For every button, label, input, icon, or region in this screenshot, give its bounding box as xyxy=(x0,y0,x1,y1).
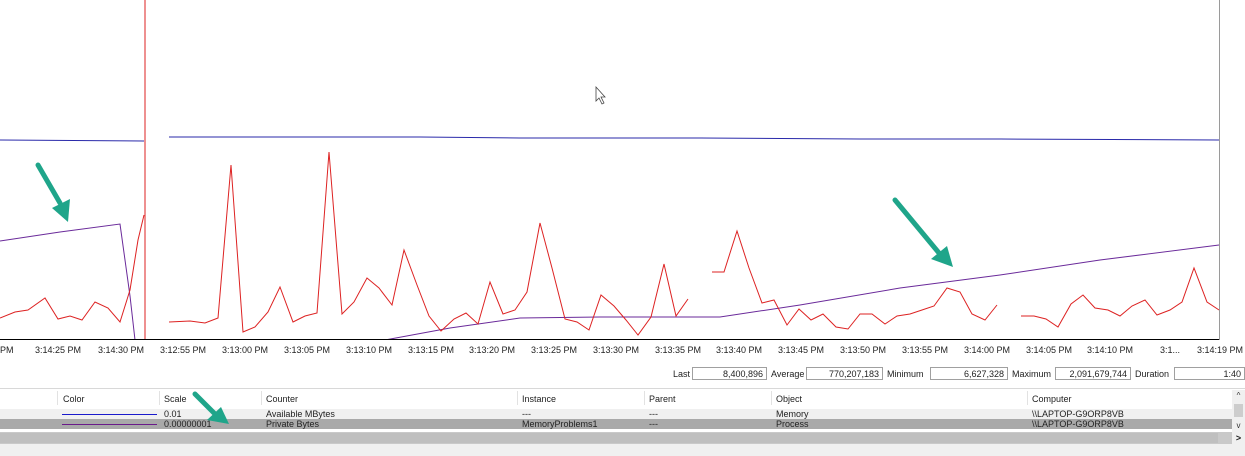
time-tick: 3:14:05 PM xyxy=(1026,345,1073,355)
horizontal-scrollbar[interactable]: > xyxy=(0,432,1245,444)
color-swatch xyxy=(62,424,157,425)
column-separator xyxy=(1027,391,1028,405)
series-line-private-bytes xyxy=(384,244,1220,340)
column-separator xyxy=(644,391,645,405)
average-label: Average xyxy=(771,369,805,379)
scale-cell: 0.00000001 xyxy=(164,419,212,429)
column-separator xyxy=(517,391,518,405)
time-tick: 3:13:15 PM xyxy=(408,345,455,355)
parent-cell: --- xyxy=(649,409,658,419)
value-bar: Last 8,400,896 Average 770,207,183 Minim… xyxy=(0,367,1245,384)
mouse-pointer-icon xyxy=(595,85,606,105)
series-line-red-end xyxy=(1021,266,1220,328)
maximum-label: Maximum xyxy=(1012,369,1052,379)
column-separator xyxy=(57,391,58,405)
series-line-available-mbytes xyxy=(169,136,1220,141)
status-strip xyxy=(0,444,1245,456)
teal-callout-arrow-icon xyxy=(192,391,229,424)
time-tick: 3:14:00 PM xyxy=(964,345,1011,355)
average-value: 770,207,183 xyxy=(806,367,883,380)
scroll-down-arrow-icon[interactable]: v xyxy=(1236,421,1241,430)
column-separator xyxy=(261,391,262,405)
instance-cell: MemoryProblems1 xyxy=(522,419,598,429)
time-tick: 3:13:50 PM xyxy=(840,345,887,355)
time-tick: 3:14:25 PM xyxy=(35,345,82,355)
minimum-label: Minimum xyxy=(887,369,924,379)
last-value: 8,400,896 xyxy=(692,367,767,380)
time-tick: 3:13:20 PM xyxy=(469,345,516,355)
column-header-scale[interactable]: Scale xyxy=(164,394,187,404)
computer-cell: \\LAPTOP-G9ORP8VB xyxy=(1032,419,1124,429)
time-tick: 3:13:05 PM xyxy=(284,345,331,355)
graph-baseline xyxy=(0,339,1219,340)
time-axis: PM 3:14:25 PM 3:14:30 PM 3:12:55 PM 3:13… xyxy=(0,341,1245,363)
time-tick: 3:1... xyxy=(1160,345,1181,355)
series-line-red-left xyxy=(0,214,145,324)
series-line-red-gap-right xyxy=(712,229,998,330)
graph-canvas xyxy=(0,0,1220,340)
color-swatch xyxy=(62,414,157,415)
performance-graph[interactable] xyxy=(0,0,1245,340)
column-header-instance[interactable]: Instance xyxy=(522,394,557,404)
column-separator xyxy=(159,391,160,405)
counter-table[interactable]: Color Scale Counter Instance Parent Obje… xyxy=(0,390,1232,432)
table-row[interactable]: 0.01 Available MBytes --- --- Memory \\L… xyxy=(0,409,1232,419)
column-header-computer[interactable]: Computer xyxy=(1032,394,1072,404)
scroll-right-arrow-icon[interactable]: > xyxy=(1232,432,1245,444)
minimum-value: 6,627,328 xyxy=(930,367,1008,380)
counter-cell: Private Bytes xyxy=(266,419,320,429)
time-tick: 3:12:55 PM xyxy=(160,345,207,355)
scroll-up-arrow-icon[interactable]: ^ xyxy=(1236,391,1241,400)
counter-cell: Available MBytes xyxy=(266,409,335,419)
column-header-parent[interactable]: Parent xyxy=(649,394,676,404)
scale-cell: 0.01 xyxy=(164,409,182,419)
series-line-private-bytes xyxy=(0,223,136,340)
duration-value: 1:40 xyxy=(1174,367,1245,380)
vertical-scrollbar[interactable]: ^ v xyxy=(1232,390,1245,432)
graph-right-border xyxy=(1219,0,1220,340)
time-tick: 3:14:10 PM xyxy=(1087,345,1134,355)
time-tick: 3:13:35 PM xyxy=(655,345,702,355)
series-line-red-main xyxy=(168,151,689,336)
scroll-thumb[interactable] xyxy=(0,433,1218,443)
teal-callout-arrow-icon xyxy=(35,162,70,222)
object-cell: Memory xyxy=(776,409,809,419)
column-header-counter[interactable]: Counter xyxy=(266,394,299,404)
time-tick: PM xyxy=(0,345,14,355)
series-line-available-mbytes xyxy=(0,139,145,142)
last-label: Last xyxy=(673,369,691,379)
teal-callout-arrow-icon xyxy=(892,197,953,267)
time-tick: 3:13:55 PM xyxy=(902,345,949,355)
object-cell: Process xyxy=(776,419,809,429)
maximum-value: 2,091,679,744 xyxy=(1055,367,1131,380)
time-tick: 3:14:30 PM xyxy=(98,345,145,355)
column-separator xyxy=(771,391,772,405)
time-tick: 3:13:30 PM xyxy=(593,345,640,355)
computer-cell: \\LAPTOP-G9ORP8VB xyxy=(1032,409,1124,419)
table-row-selected[interactable]: 0.00000001 Private Bytes MemoryProblems1… xyxy=(0,419,1232,429)
time-tick: 3:13:45 PM xyxy=(778,345,825,355)
divider xyxy=(0,388,1245,389)
parent-cell: --- xyxy=(649,419,658,429)
instance-cell: --- xyxy=(522,409,531,419)
time-tick: 3:14:19 PM xyxy=(1197,345,1244,355)
time-tick: 3:13:10 PM xyxy=(346,345,393,355)
time-tick: 3:13:25 PM xyxy=(531,345,578,355)
duration-label: Duration xyxy=(1135,369,1170,379)
time-tick: 3:13:00 PM xyxy=(222,345,269,355)
scroll-thumb[interactable] xyxy=(1234,404,1243,417)
column-header-color[interactable]: Color xyxy=(63,394,85,404)
column-header-object[interactable]: Object xyxy=(776,394,803,404)
time-tick: 3:13:40 PM xyxy=(716,345,763,355)
